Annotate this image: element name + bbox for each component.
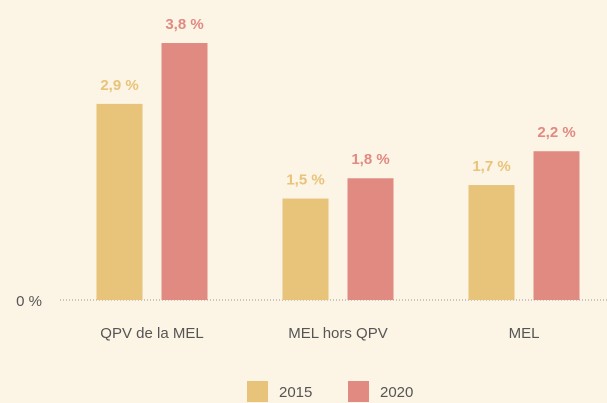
bar <box>282 198 329 300</box>
bar <box>347 178 394 300</box>
bar <box>96 103 143 300</box>
value-label: 3,8 % <box>165 16 203 33</box>
value-label: 2,9 % <box>100 77 138 94</box>
legend-swatch <box>348 381 369 402</box>
bar <box>468 185 515 300</box>
bar <box>161 43 208 301</box>
value-label: 1,8 % <box>351 151 389 168</box>
value-label: 2,2 % <box>537 124 575 141</box>
y-tick-label: 0 % <box>16 293 42 310</box>
legend-label: 2020 <box>380 384 413 401</box>
x-tick-label: MEL hors QPV <box>288 325 387 342</box>
x-tick-label: QPV de la MEL <box>100 325 203 342</box>
bar <box>533 151 580 300</box>
value-label: 1,5 % <box>286 172 324 189</box>
value-label: 1,7 % <box>472 158 510 175</box>
legend-label: 2015 <box>279 384 312 401</box>
x-tick-label: MEL <box>509 325 540 342</box>
legend-swatch <box>247 381 268 402</box>
